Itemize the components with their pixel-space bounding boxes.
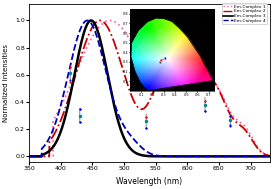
X-axis label: Wavelength (nm): Wavelength (nm): [116, 177, 182, 186]
Legend: Em-Complex 1, Em-Complex 2, Em-Complex 3, Em-Complex 4: Em-Complex 1, Em-Complex 2, Em-Complex 3…: [222, 3, 267, 24]
Y-axis label: Normalized Intensities: Normalized Intensities: [4, 44, 10, 122]
